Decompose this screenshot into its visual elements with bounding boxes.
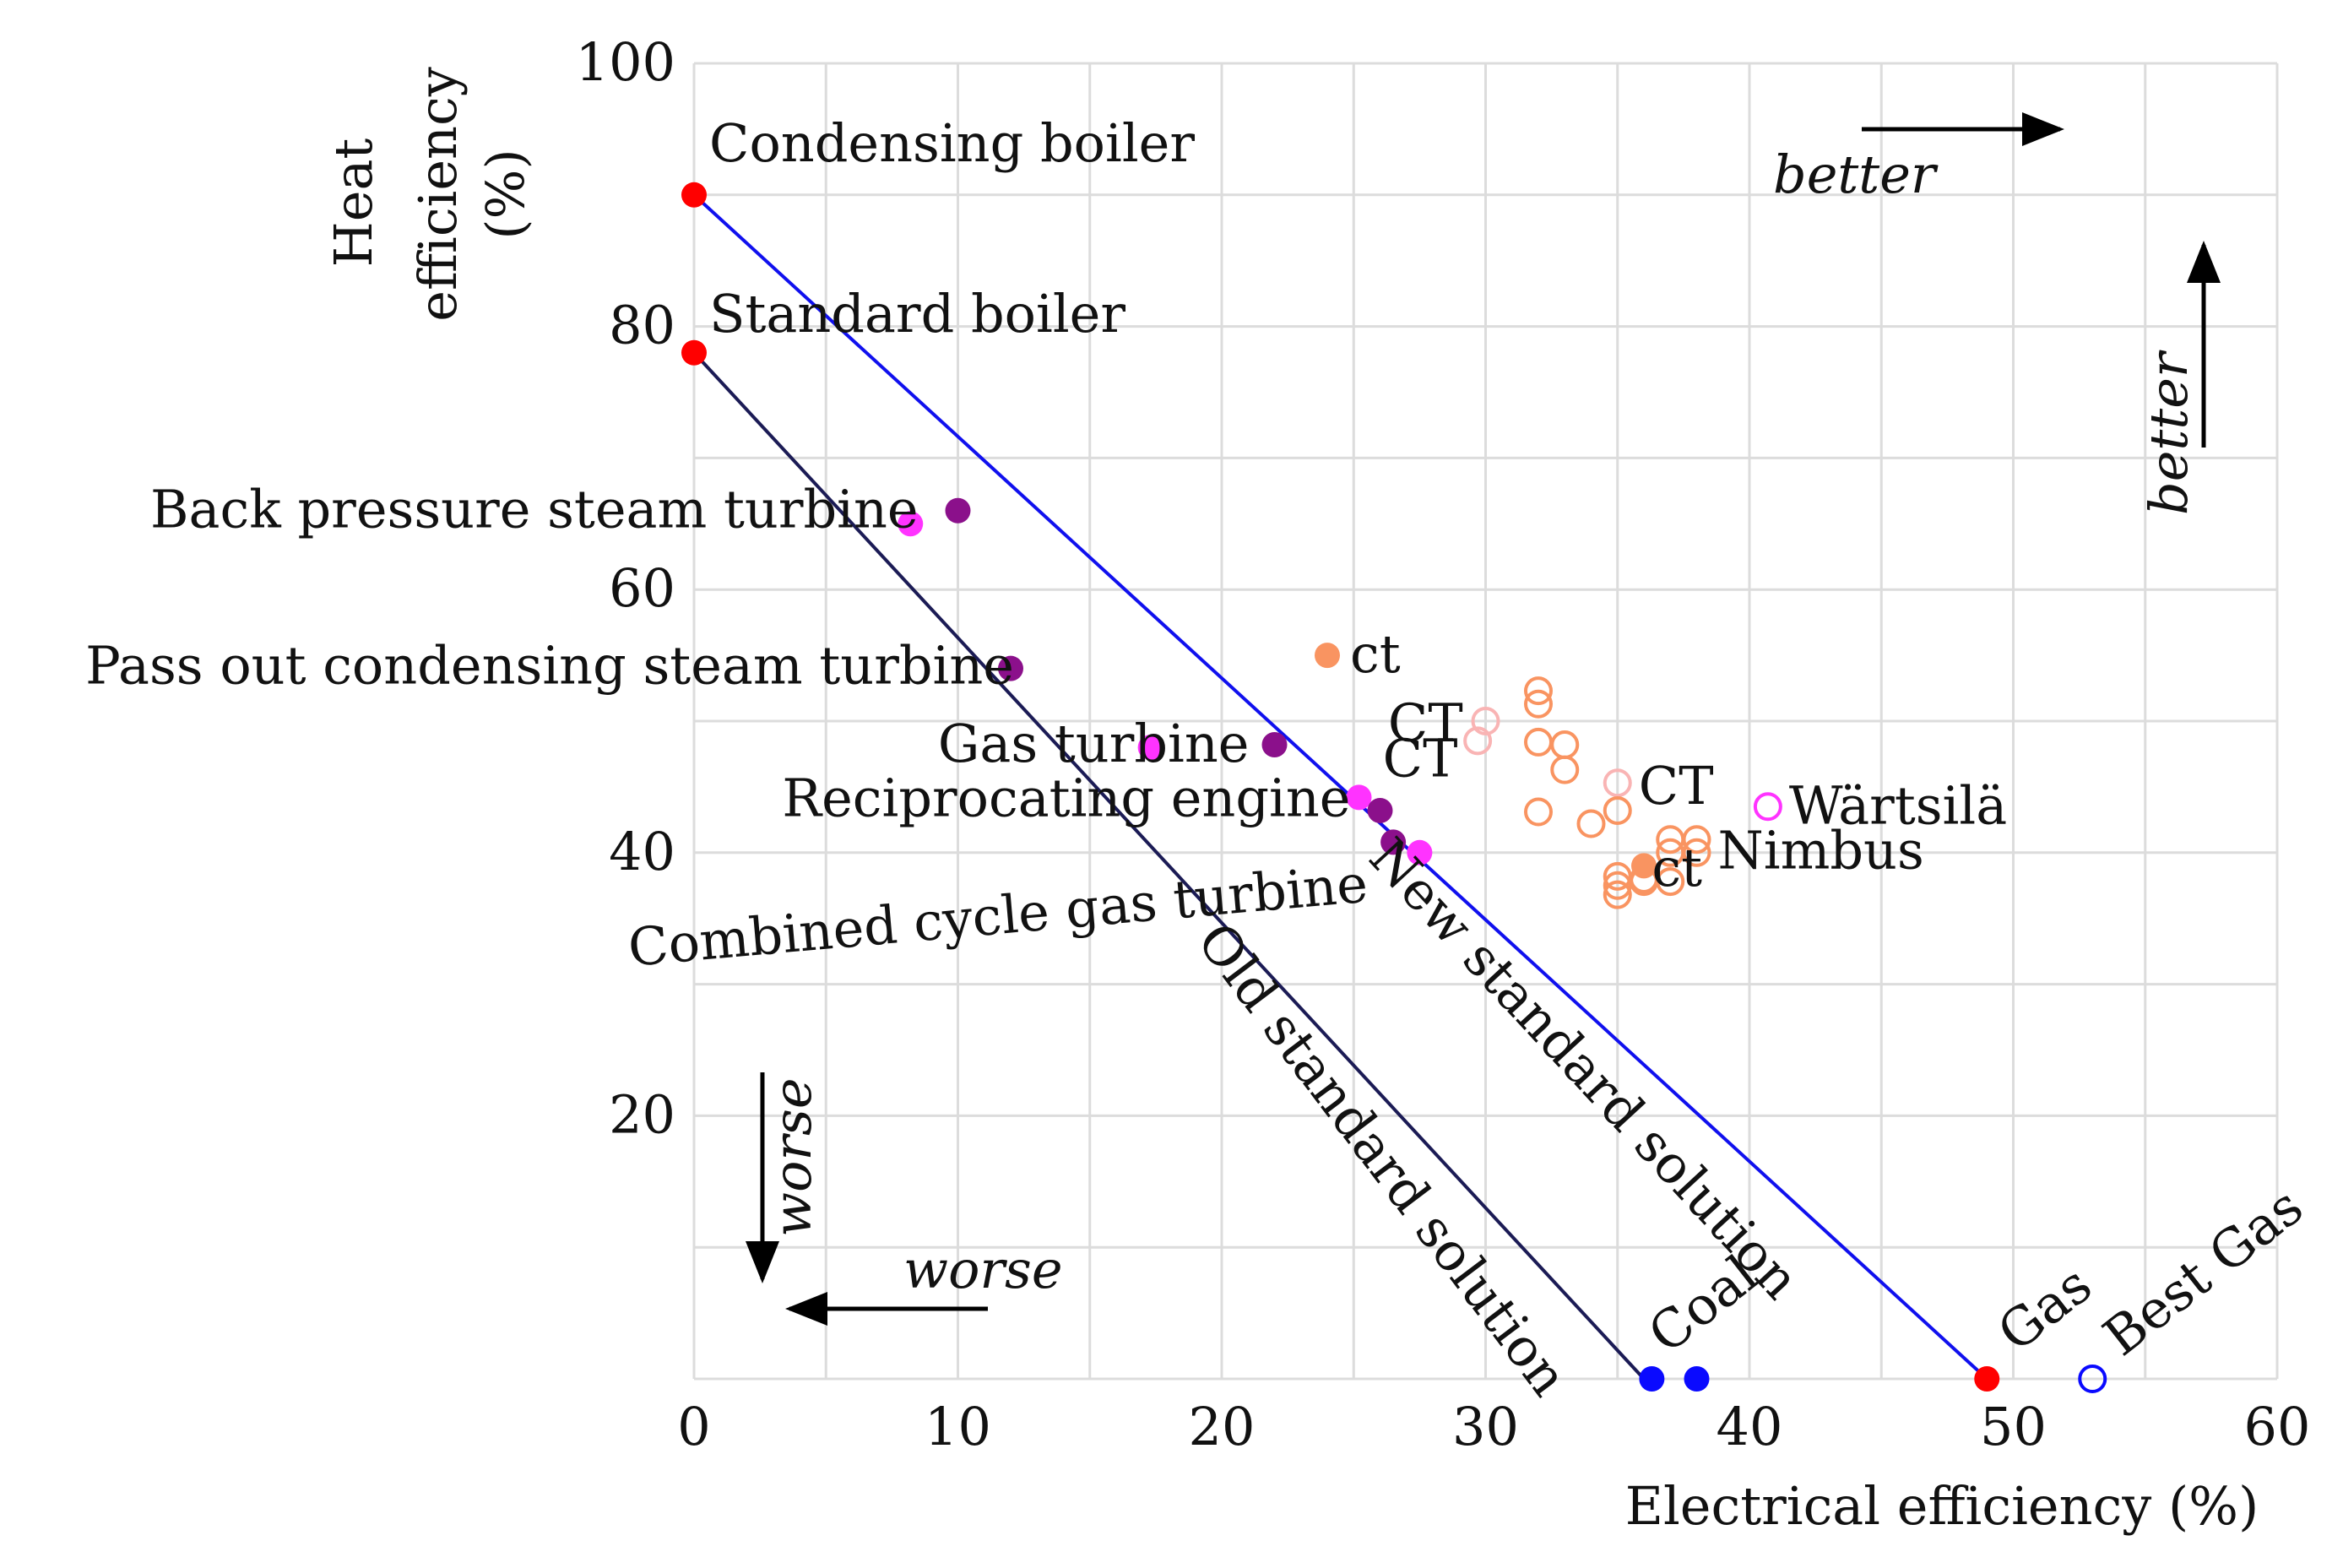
x-tick-label: 10	[925, 1396, 991, 1457]
x-tick-label: 0	[677, 1396, 710, 1457]
data-point-open	[1550, 730, 1580, 760]
data-point-open	[1682, 838, 1711, 867]
data-point	[1315, 643, 1340, 669]
grid	[692, 62, 2279, 1381]
y-tick-label: 40	[609, 821, 675, 882]
data-point	[1407, 839, 1433, 865]
data-points	[681, 182, 2107, 1393]
data-point-open	[2078, 1365, 2107, 1393]
data-point-open	[1576, 809, 1606, 838]
data-point	[1137, 735, 1163, 761]
y-tick-label: 20	[609, 1083, 675, 1145]
data-point-open	[1524, 689, 1553, 719]
data-point-open	[1524, 797, 1553, 827]
y-axis-title-line-1: Heat	[323, 138, 384, 268]
data-point	[1261, 732, 1288, 758]
point-label: Wärtsilä	[1789, 774, 2007, 836]
reference-line	[692, 351, 1646, 1381]
point-label: Back pressure steam turbine	[150, 479, 919, 540]
y-axis-title-line-3: (%)	[475, 149, 536, 239]
worse-left-label: worse	[903, 1239, 1063, 1300]
reference-line	[692, 193, 1988, 1381]
data-point-open	[1753, 792, 1782, 822]
data-point	[1380, 829, 1407, 855]
data-point	[898, 511, 924, 537]
data-point	[681, 339, 707, 366]
data-point-open	[1550, 755, 1580, 784]
data-point	[681, 182, 707, 208]
worse-left-annotation: worse	[785, 1239, 1063, 1326]
data-point	[945, 497, 971, 524]
worse-down-annotation: worse	[746, 1072, 823, 1283]
worse-down-label: worse	[762, 1077, 823, 1237]
data-point-open	[1656, 867, 1685, 897]
text-annotation: CT	[1383, 727, 1458, 789]
data-point-open	[1603, 880, 1632, 909]
data-point-open-pale	[1471, 707, 1500, 735]
data-point	[998, 655, 1023, 681]
point-label: Condensing boiler	[709, 112, 1195, 174]
y-tick-label: 80	[609, 295, 675, 356]
data-point	[1684, 1366, 1710, 1392]
data-point	[1974, 1366, 2000, 1392]
x-tick-label: 60	[2244, 1396, 2311, 1457]
text-annotation: ct	[1651, 837, 1702, 898]
point-label: Standard boiler	[709, 283, 1125, 345]
y-tick-label: 60	[609, 557, 675, 619]
data-point	[1346, 784, 1372, 811]
data-point	[1367, 797, 1393, 823]
data-point-open-pale	[1603, 768, 1632, 798]
y-tick-label: 100	[576, 31, 675, 93]
point-label: Gas turbine	[938, 713, 1250, 774]
x-tick-label: 30	[1452, 1396, 1519, 1457]
better-right-annotation: better	[1773, 112, 2064, 205]
data-point-open	[1682, 825, 1711, 855]
y-axis-title-line-2: efficiency	[407, 67, 469, 322]
better-up-annotation: better	[2138, 241, 2221, 515]
data-point-open	[1524, 727, 1553, 757]
tick-labels: 0 10 20 30 40 50 60 20 40 60 80 100	[576, 31, 2311, 1457]
data-point-open-pale	[1463, 726, 1493, 756]
point-label: Pass out condensing steam turbine	[85, 635, 1014, 697]
better-right-label: better	[1773, 144, 1939, 205]
point-label: Reciprocating engine	[782, 767, 1350, 828]
x-tick-label: 50	[1980, 1396, 2047, 1457]
data-point-open	[1524, 676, 1553, 706]
data-point	[1631, 853, 1657, 879]
x-tick-label: 40	[1717, 1396, 1783, 1457]
data-point	[1639, 1366, 1665, 1392]
reference-lines	[692, 193, 1988, 1381]
text-annotation: CT	[1388, 692, 1463, 753]
y-axis-title: Heat efficiency (%)	[323, 67, 536, 322]
text-annotation: Nimbus	[1718, 819, 1924, 881]
better-up-label: better	[2138, 350, 2199, 515]
x-axis-title: Electrical efficiency (%)	[1625, 1475, 2259, 1537]
point-label: Gas	[1987, 1253, 2103, 1363]
point-label: ct	[1350, 623, 1401, 685]
data-point-open	[1603, 795, 1632, 825]
text-annotation: CT	[1639, 755, 1714, 817]
point-label: Best Gas	[2092, 1175, 2314, 1368]
x-tick-label: 20	[1189, 1396, 1256, 1457]
